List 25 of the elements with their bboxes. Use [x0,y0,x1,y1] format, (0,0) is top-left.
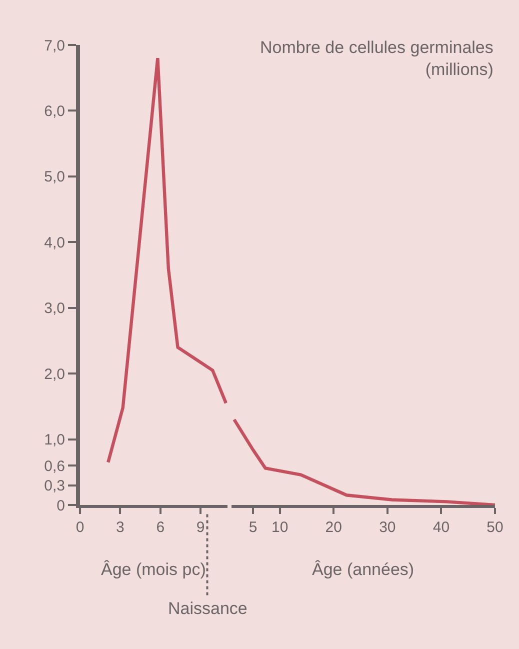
line-series [106,56,228,464]
x-tick-label: 0 [76,519,84,536]
y-tick-label: 5,0 [44,168,65,186]
x-tick-label: 30 [379,519,396,536]
y-tick-label: 4,0 [44,234,65,252]
x-tick-label: 5 [248,519,258,536]
x-axis-title: Âge (mois pc) [101,560,206,579]
x-tick-label: 50 [486,519,504,536]
y-tick-label: 3,0 [44,300,65,318]
y-tick-label: 1,0 [44,432,65,449]
x-tick-label: 20 [325,519,342,536]
y-axis-title: Nombre de cellules germinales (millions) [260,38,494,80]
x-tick-label: 10 [272,519,288,536]
x-tick-label: 6 [156,519,165,536]
x-tick-label: 3 [116,519,124,536]
x-tick-label: 9 [196,519,205,536]
y-tick-label: 0,3 [44,478,65,495]
x-tick-label: 40 [432,519,450,536]
ref-line-label: Naissance [168,599,248,618]
y-tick-label: 0,6 [44,458,65,475]
x-axis-title: Âge (années) [312,560,414,579]
y-tick-label: 6,0 [44,102,65,120]
y-tick-label: 7,0 [44,37,65,54]
y-tick-label: 2,0 [44,366,65,383]
y-tick-label: 0 [56,497,65,514]
